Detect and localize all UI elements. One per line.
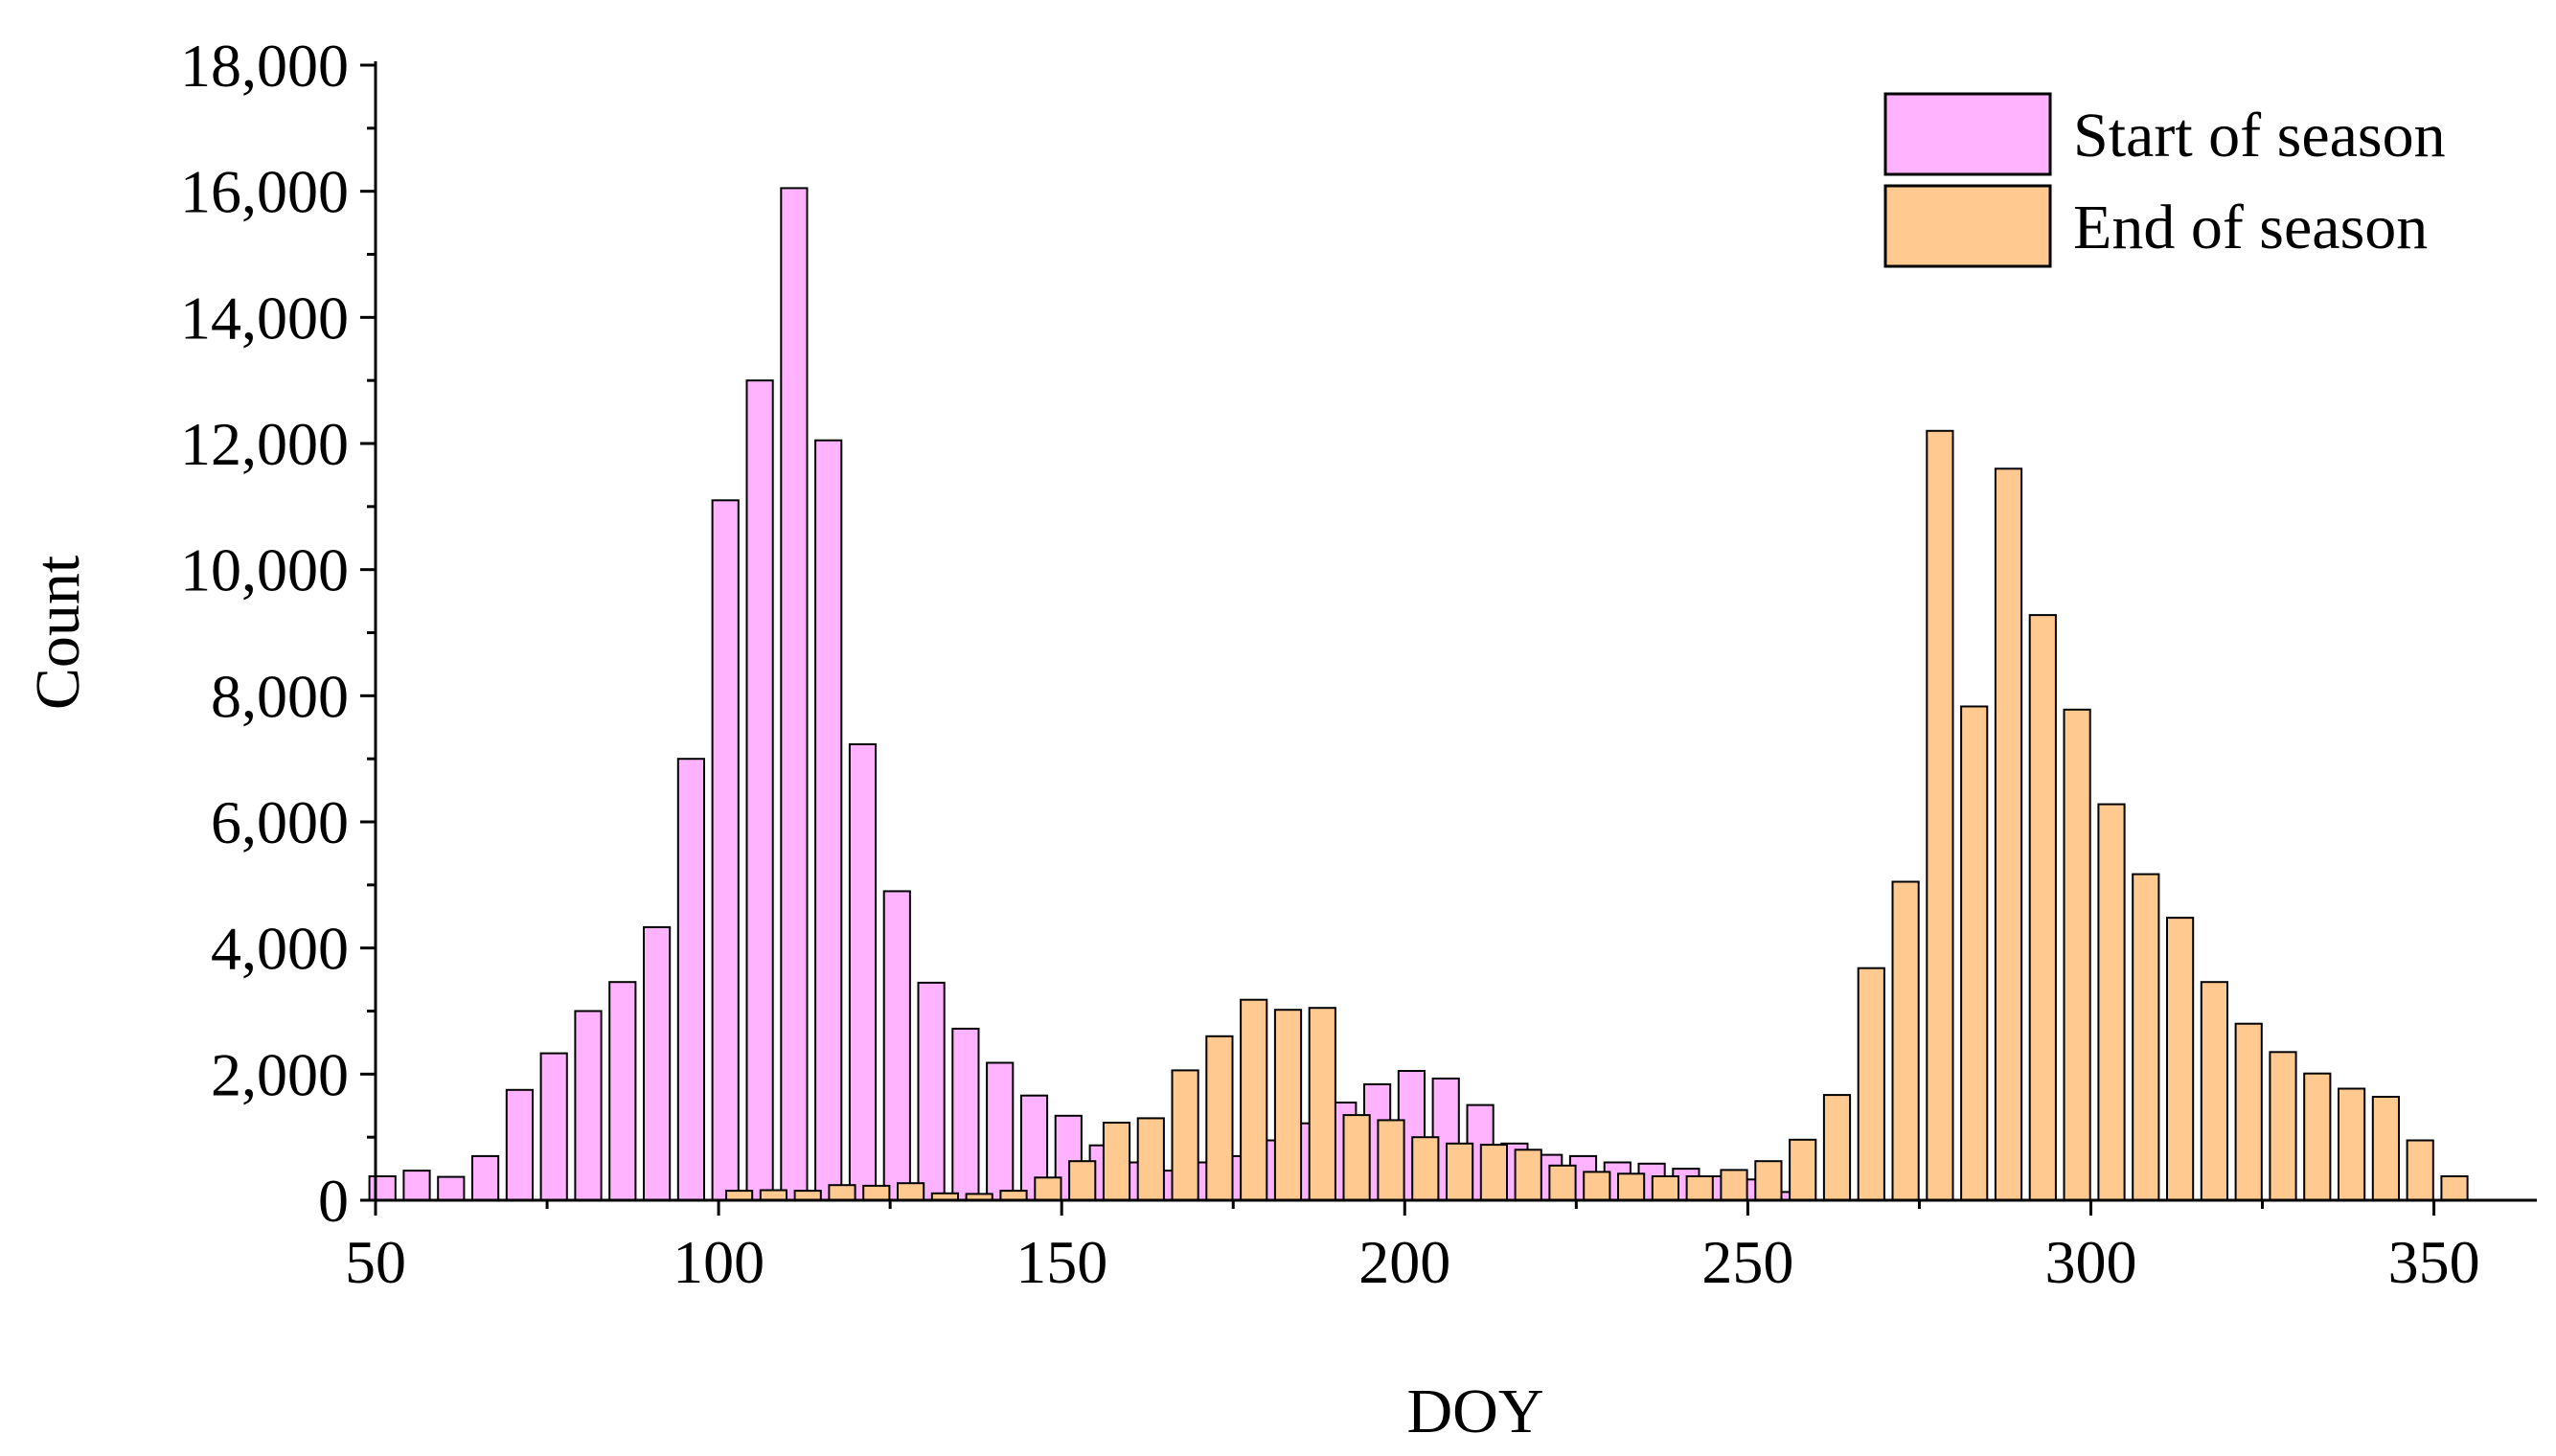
bar-start-of-season: [848, 743, 878, 1201]
bar-end-of-season: [2132, 873, 2160, 1201]
bar-end-of-season: [2303, 1072, 2332, 1201]
bar-start-of-season: [574, 1010, 603, 1201]
y-tick-label: 4,000: [211, 915, 349, 983]
bar-end-of-season: [1102, 1122, 1131, 1201]
legend-swatch-start-of-season: [1883, 92, 2052, 176]
bar-start-of-season: [917, 981, 946, 1202]
bar-end-of-season: [862, 1184, 891, 1202]
bar-end-of-season: [2269, 1051, 2297, 1202]
bar-end-of-season: [1960, 705, 1989, 1201]
bar-end-of-season: [1205, 1035, 1234, 1202]
x-tick-label: 150: [1016, 1228, 1107, 1296]
bar-end-of-season: [1411, 1136, 1440, 1201]
bar-start-of-season: [676, 758, 705, 1201]
bar-start-of-season: [814, 439, 843, 1201]
bar-start-of-season: [643, 925, 672, 1202]
bar-end-of-season: [759, 1189, 787, 1201]
x-tick-label: 50: [345, 1228, 406, 1296]
bar-end-of-season: [1994, 467, 2023, 1201]
y-tick-label: 12,000: [180, 410, 349, 478]
y-tick-label: 16,000: [180, 158, 349, 226]
bar-end-of-season: [2097, 803, 2126, 1201]
bar-end-of-season: [1171, 1069, 1199, 1202]
legend-label-start-of-season: Start of season: [2073, 101, 2446, 171]
bar-start-of-season: [368, 1175, 397, 1201]
axes-layer: 0 2,000 4,000 6,000 8,000 10,000 12,000 14,000 1…: [23, 32, 2537, 1446]
y-tick-label: 0: [318, 1167, 349, 1235]
y-tick-label: 8,000: [211, 662, 349, 730]
bar-start-of-season: [471, 1154, 500, 1202]
bar-end-of-season: [1926, 429, 1954, 1201]
y-tick-label: 2,000: [211, 1040, 349, 1108]
bar-end-of-season: [1034, 1176, 1062, 1202]
bar-end-of-season: [2234, 1022, 2263, 1201]
bar-start-of-season: [882, 890, 911, 1202]
y-tick-label: 10,000: [180, 536, 349, 604]
bar-end-of-season: [1789, 1138, 1817, 1202]
bar-end-of-season: [2200, 981, 2229, 1201]
bars-layer: [368, 187, 2469, 1202]
bar-end-of-season: [1754, 1160, 1783, 1201]
bar-end-of-season: [1514, 1149, 1542, 1202]
bar-end-of-season: [897, 1182, 925, 1201]
x-tick-label: 350: [2388, 1228, 2480, 1296]
bar-end-of-season: [2371, 1096, 2401, 1201]
bar-start-of-season: [608, 981, 637, 1201]
legend-swatch-end-of-season: [1883, 184, 2052, 268]
bar-end-of-season: [1720, 1169, 1748, 1202]
bar-end-of-season: [1651, 1175, 1680, 1201]
bar-end-of-season: [2028, 614, 2057, 1201]
x-tick-label: 100: [673, 1228, 765, 1296]
legend-label-end-of-season: End of season: [2073, 193, 2428, 262]
bar-end-of-season: [1308, 1007, 1336, 1201]
bar-end-of-season: [1857, 967, 1885, 1202]
bar-end-of-season: [2406, 1139, 2434, 1201]
bar-start-of-season: [745, 379, 774, 1201]
bar-start-of-season: [402, 1170, 431, 1201]
legend: Start of season End of season: [1883, 92, 2446, 268]
bar-end-of-season: [1548, 1164, 1577, 1202]
bar-end-of-season: [1479, 1144, 1509, 1201]
bar-end-of-season: [828, 1184, 856, 1201]
bar-start-of-season: [951, 1027, 980, 1202]
bar-start-of-season: [505, 1088, 534, 1202]
bar-end-of-season: [1377, 1119, 1405, 1202]
bar-end-of-season: [1068, 1160, 1097, 1201]
y-tick-label: 18,000: [180, 32, 349, 100]
bar-end-of-season: [1583, 1171, 1611, 1202]
y-tick-label: 14,000: [180, 284, 349, 352]
x-tick-label: 200: [1358, 1228, 1450, 1296]
bar-end-of-season: [1273, 1009, 1303, 1201]
bar-end-of-season: [1342, 1114, 1371, 1201]
bar-end-of-season: [1685, 1175, 1714, 1201]
bar-start-of-season: [986, 1061, 1015, 1201]
x-axis-label: DOY: [1407, 1376, 1544, 1446]
bar-start-of-season: [780, 187, 809, 1201]
bar-end-of-season: [1446, 1142, 1474, 1202]
y-tick-label: 6,000: [211, 788, 349, 856]
x-tick-label: 300: [2044, 1228, 2136, 1296]
bar-end-of-season: [2338, 1087, 2366, 1201]
bar-start-of-season: [539, 1052, 568, 1201]
bar-end-of-season: [1136, 1117, 1165, 1202]
bar-end-of-season: [1891, 880, 1920, 1201]
bar-end-of-season: [1822, 1094, 1852, 1201]
bar-end-of-season: [2440, 1175, 2469, 1201]
x-tick-label: 250: [1701, 1228, 1793, 1296]
bar-end-of-season: [2166, 917, 2195, 1201]
bar-end-of-season: [1240, 998, 1268, 1201]
bar-end-of-season: [2063, 708, 2091, 1201]
y-axis-label: Count: [23, 556, 93, 710]
bar-end-of-season: [1617, 1172, 1646, 1202]
bar-start-of-season: [437, 1175, 466, 1201]
bar-start-of-season: [711, 499, 740, 1202]
